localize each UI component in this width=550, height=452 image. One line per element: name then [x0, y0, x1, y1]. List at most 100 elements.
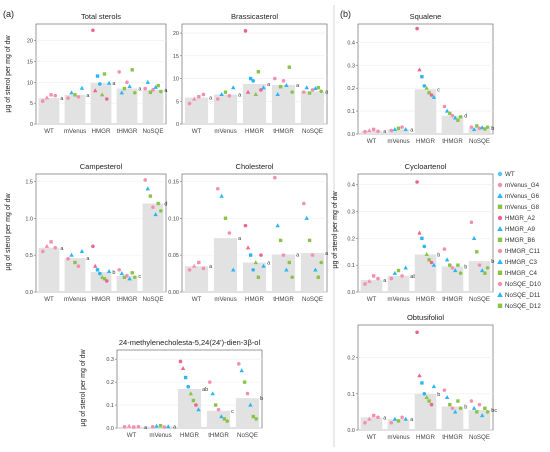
data-point — [158, 424, 163, 428]
data-point — [448, 263, 452, 267]
data-point — [396, 268, 401, 273]
bar — [360, 279, 383, 292]
data-point — [485, 410, 490, 414]
data-point — [256, 70, 261, 74]
data-point — [178, 359, 183, 364]
bar — [387, 129, 410, 134]
y-axis-label: µg of sterol per mg of dw — [80, 348, 87, 426]
data-point — [485, 125, 490, 129]
data-point — [471, 405, 477, 410]
data-point — [389, 128, 394, 133]
data-point — [153, 212, 158, 217]
data-point — [69, 90, 74, 95]
data-point — [392, 270, 398, 275]
bar — [468, 261, 491, 292]
data-point — [227, 231, 232, 235]
data-point — [159, 89, 163, 94]
y-tick-label: 15 — [27, 60, 33, 66]
bar — [414, 89, 437, 134]
data-point — [307, 238, 312, 243]
data-point — [79, 85, 85, 90]
data-point — [483, 127, 487, 131]
data-point — [194, 403, 198, 407]
data-point — [223, 90, 228, 94]
legend-marker — [497, 248, 503, 254]
bar — [213, 238, 238, 292]
data-point — [53, 93, 58, 98]
y-tick-label: 0.15 — [168, 179, 179, 185]
data-point — [69, 252, 74, 257]
bar — [119, 426, 144, 428]
data-point — [243, 223, 248, 228]
data-point — [145, 186, 150, 191]
y-tick-label: 15 — [173, 54, 179, 60]
data-point — [183, 375, 188, 380]
data-point — [403, 265, 408, 270]
significance-letter: a — [112, 81, 116, 87]
data-point — [420, 75, 424, 79]
data-point — [225, 419, 229, 423]
data-point — [133, 90, 137, 95]
data-point — [153, 84, 158, 89]
significance-letter: a — [164, 88, 168, 94]
x-tick-label: mVenus — [387, 296, 409, 303]
data-point — [186, 384, 191, 389]
significance-letter: ab — [410, 274, 416, 280]
data-point — [313, 86, 318, 91]
data-point — [290, 90, 295, 94]
legend-label: HMGR_B6 — [505, 237, 535, 244]
y-tick-label: 0.2 — [347, 236, 355, 242]
data-point — [93, 263, 98, 268]
data-point — [376, 415, 380, 420]
x-tick-label: HMGR — [92, 128, 111, 135]
x-tick-label: NoSQE — [302, 128, 323, 135]
data-point — [98, 271, 102, 276]
y-tick-label: 0.2 — [106, 380, 114, 386]
x-tick-label: NoSQE — [469, 296, 490, 303]
data-point — [79, 249, 85, 254]
data-point — [302, 201, 306, 206]
data-point — [227, 94, 232, 98]
data-point — [469, 399, 474, 403]
significance-letter: a — [296, 83, 300, 89]
x-tick-label: NoSQE — [143, 296, 164, 303]
panel-title: 24-methylenecholesta-5,24(24')-dien-3β-o… — [119, 338, 261, 347]
data-point — [287, 260, 291, 265]
legend-marker — [497, 237, 503, 242]
data-point — [201, 92, 206, 97]
x-tick-label: mVenus — [214, 296, 236, 303]
data-point — [483, 271, 487, 275]
significance-letter: b — [491, 126, 494, 132]
data-point — [302, 90, 306, 94]
y-tick-label: 0.05 — [168, 253, 179, 259]
data-point — [363, 129, 367, 134]
data-point — [125, 273, 129, 278]
data-point — [429, 402, 434, 407]
data-point — [310, 88, 315, 92]
x-tick-label: HMGR — [180, 432, 199, 439]
significance-letter: a — [383, 129, 387, 135]
x-tick-label: tHMGR — [117, 296, 138, 303]
x-tick-label: WT — [44, 128, 54, 135]
data-point — [91, 244, 95, 249]
y-tick-label: 0.10 — [168, 216, 179, 222]
x-tick-label: mVenus — [387, 434, 409, 441]
data-point — [49, 240, 53, 244]
legend-marker — [497, 303, 503, 308]
data-point — [231, 85, 236, 90]
data-point — [424, 395, 429, 400]
data-point — [98, 82, 102, 86]
x-tick-label: tHMGR — [208, 432, 229, 439]
data-point — [403, 416, 408, 421]
data-point — [237, 361, 241, 366]
legend-marker — [497, 204, 503, 209]
data-point — [251, 79, 256, 83]
data-point — [316, 85, 320, 90]
data-point — [245, 391, 250, 396]
data-point — [248, 76, 253, 81]
data-point — [424, 85, 429, 90]
bar — [116, 275, 138, 292]
data-point — [245, 245, 251, 250]
data-point — [197, 260, 201, 265]
